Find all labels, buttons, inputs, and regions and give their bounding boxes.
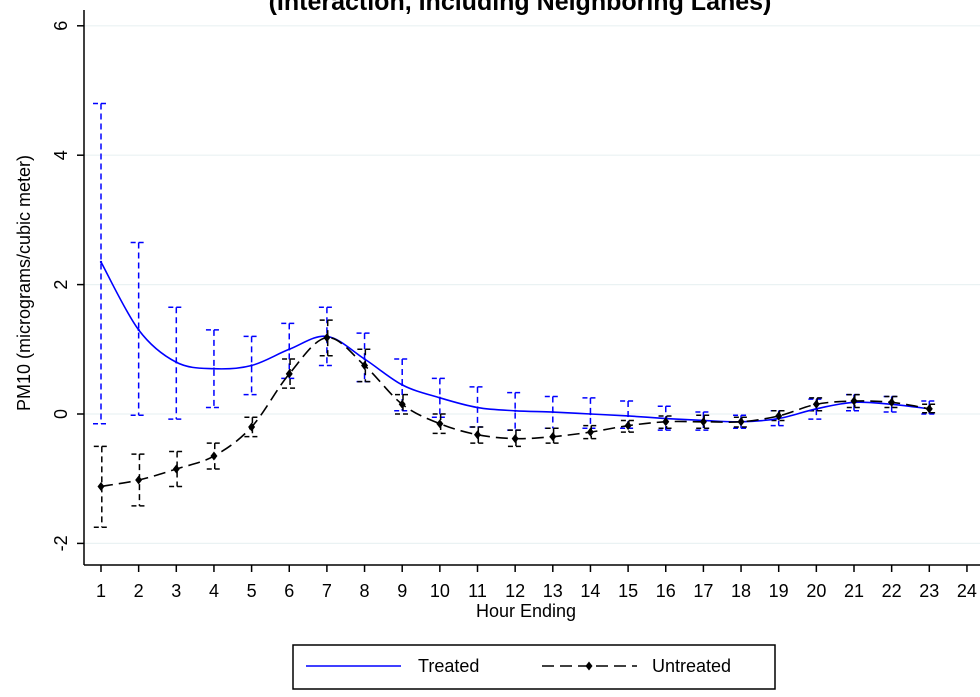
x-tick-label: 4 xyxy=(209,581,219,601)
point-treated xyxy=(589,412,592,416)
point-untreated xyxy=(436,419,444,429)
point-untreated xyxy=(97,481,105,491)
x-tick-label: 14 xyxy=(580,581,600,601)
chart-title: (Interaction, Including Neighboring Lane… xyxy=(269,0,772,16)
x-tick-label: 6 xyxy=(284,581,294,601)
point-treated xyxy=(815,407,818,411)
point-treated xyxy=(212,367,216,370)
x-tick-label: 21 xyxy=(844,581,864,601)
x-tick-label: 22 xyxy=(882,581,902,601)
point-untreated xyxy=(888,397,896,407)
legend-untreated-label: Untreated xyxy=(652,656,731,676)
point-untreated xyxy=(210,451,218,461)
x-tick-label: 17 xyxy=(693,581,713,601)
x-tick-label: 19 xyxy=(769,581,789,601)
y-axis-title: PM10 (micrograms/cubic meter) xyxy=(14,155,34,411)
x-tick-label: 5 xyxy=(247,581,257,601)
point-treated xyxy=(363,357,366,361)
point-untreated xyxy=(737,417,745,427)
plot-area xyxy=(84,10,980,565)
y-tick-label: 6 xyxy=(51,21,71,31)
legend: Treated Untreated xyxy=(292,644,776,690)
y-tick-label: 2 xyxy=(51,280,71,290)
x-tick-label: 15 xyxy=(618,581,638,601)
point-untreated xyxy=(586,427,594,437)
point-untreated xyxy=(511,434,519,444)
point-treated xyxy=(401,383,404,387)
legend-treated-label: Treated xyxy=(418,656,479,676)
x-axis-title: Hour Ending xyxy=(476,601,576,621)
point-treated xyxy=(513,409,517,412)
legend-untreated-marker xyxy=(585,661,593,671)
x-tick-label: 1 xyxy=(96,581,106,601)
x-tick-label: 11 xyxy=(468,581,487,601)
x-tick-label: 18 xyxy=(731,581,751,601)
x-tick-label: 10 xyxy=(430,581,450,601)
y-tick-label: 0 xyxy=(51,409,71,419)
x-tick-label: 23 xyxy=(919,581,939,601)
point-untreated xyxy=(361,360,369,370)
point-untreated xyxy=(699,417,707,427)
point-treated xyxy=(99,260,103,264)
x-tick-label: 7 xyxy=(322,581,332,601)
x-tick-label: 2 xyxy=(134,581,144,601)
point-untreated xyxy=(850,396,858,406)
x-tick-label: 9 xyxy=(397,581,407,601)
point-untreated xyxy=(549,432,557,442)
point-treated xyxy=(137,328,140,332)
point-treated xyxy=(626,414,630,418)
x-tick-label: 3 xyxy=(171,581,181,601)
point-treated xyxy=(250,364,253,367)
point-treated xyxy=(288,348,291,351)
point-untreated xyxy=(135,475,143,485)
point-untreated xyxy=(925,404,933,414)
x-tick-label: 16 xyxy=(656,581,676,601)
legend-box xyxy=(292,644,776,690)
x-tick-label: 20 xyxy=(806,581,826,601)
point-untreated xyxy=(323,333,331,343)
point-untreated xyxy=(624,421,632,431)
point-treated xyxy=(175,361,178,364)
x-tick-label: 8 xyxy=(360,581,370,601)
point-treated xyxy=(476,406,479,409)
point-treated xyxy=(438,396,442,400)
point-untreated xyxy=(474,430,481,440)
x-tick-label: 24 xyxy=(957,581,977,601)
point-untreated xyxy=(775,411,783,421)
y-tick-label: 4 xyxy=(51,150,71,160)
point-untreated xyxy=(285,369,293,379)
point-untreated xyxy=(398,399,406,409)
point-untreated xyxy=(248,422,256,432)
point-treated xyxy=(551,410,554,414)
point-untreated xyxy=(662,417,670,427)
y-tick-label: -2 xyxy=(51,535,71,551)
x-tick-label: 13 xyxy=(543,581,563,601)
point-untreated xyxy=(172,464,180,474)
point-untreated xyxy=(812,399,820,409)
x-tick-label: 12 xyxy=(505,581,525,601)
